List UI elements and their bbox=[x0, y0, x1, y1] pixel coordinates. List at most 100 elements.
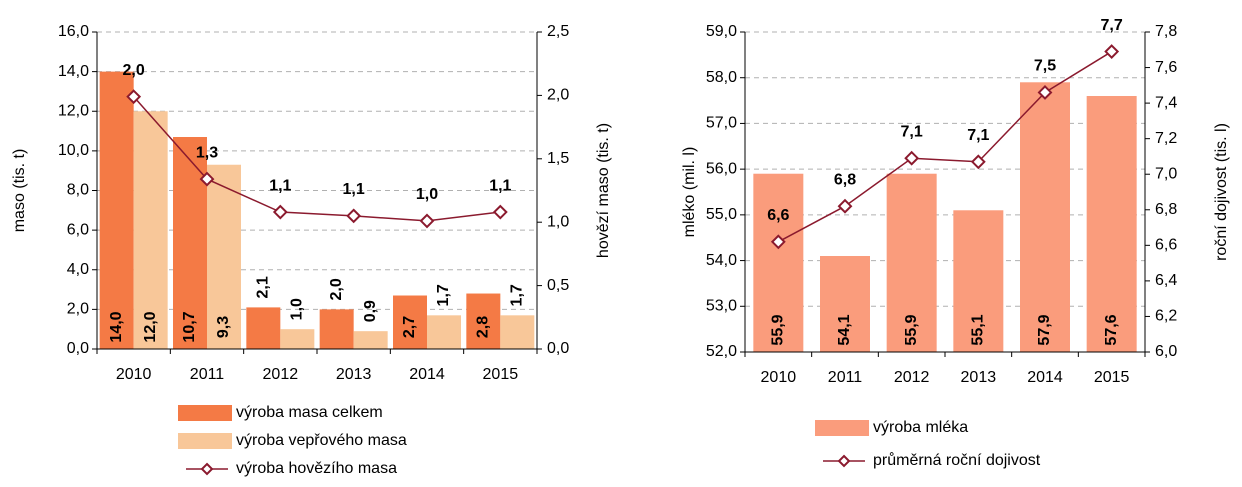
bar bbox=[99, 71, 134, 349]
bar bbox=[393, 295, 427, 349]
bar bbox=[886, 173, 937, 352]
bar-value-label: 12,0 bbox=[142, 311, 159, 342]
legend-swatch bbox=[178, 405, 232, 421]
bar-value-label: 0,9 bbox=[362, 300, 379, 322]
line-point bbox=[492, 204, 508, 220]
legend-label: výroba hovězího masa bbox=[236, 460, 397, 477]
line-point bbox=[770, 234, 786, 250]
bar bbox=[753, 173, 804, 352]
bar bbox=[133, 111, 168, 349]
line-value-label: 1,1 bbox=[269, 177, 291, 194]
bar bbox=[280, 329, 315, 349]
y2-tick-label: 2,0 bbox=[547, 87, 569, 104]
line-point bbox=[837, 198, 853, 214]
x-tick-label: 2015 bbox=[483, 366, 519, 383]
bar-value-label: 55,9 bbox=[770, 314, 787, 345]
line-point bbox=[904, 150, 920, 166]
x-tick-label: 2011 bbox=[190, 366, 225, 383]
y-tick-label: 10,0 bbox=[58, 142, 89, 159]
y-tick-label: 8,0 bbox=[67, 182, 89, 199]
bar-value-label: 2,7 bbox=[401, 316, 418, 338]
bar-value-label: 14,0 bbox=[108, 311, 125, 342]
legend-swatch bbox=[815, 420, 869, 436]
line-point bbox=[126, 89, 142, 105]
y2-tick-label: 7,2 bbox=[1155, 130, 1177, 147]
legend-label: průměrná roční dojivost bbox=[873, 451, 1041, 469]
line-value-label: 7,1 bbox=[967, 127, 989, 144]
y-tick-label: 58,0 bbox=[706, 69, 737, 86]
y-tick-label: 12,0 bbox=[58, 102, 89, 119]
bar-value-label: 57,9 bbox=[1036, 314, 1053, 345]
y2-axis-label: hovězí maso (tis. t) bbox=[595, 123, 612, 258]
line-value-label: 6,6 bbox=[767, 207, 789, 224]
line-value-label: 1,3 bbox=[196, 144, 218, 161]
bar bbox=[319, 309, 354, 349]
y-tick-label: 4,0 bbox=[67, 261, 89, 278]
line-value-label: 7,5 bbox=[1034, 58, 1056, 75]
bar-value-label: 2,0 bbox=[328, 278, 345, 300]
bar-value-label: 57,6 bbox=[1103, 314, 1120, 345]
bar bbox=[1020, 82, 1070, 353]
y2-tick-label: 0,0 bbox=[547, 340, 569, 357]
y2-tick-label: 2,5 bbox=[547, 23, 569, 40]
x-tick-label: 2015 bbox=[1094, 369, 1130, 386]
line-value-label: 7,7 bbox=[1101, 17, 1123, 34]
bar-value-label: 1,7 bbox=[435, 284, 452, 306]
line-point bbox=[272, 204, 288, 220]
y-tick-label: 59,0 bbox=[706, 23, 737, 40]
y2-tick-label: 6,0 bbox=[1155, 343, 1177, 360]
x-tick-label: 2014 bbox=[409, 366, 445, 383]
bar bbox=[1086, 96, 1137, 352]
y2-tick-label: 1,0 bbox=[547, 213, 569, 230]
bar bbox=[466, 293, 501, 349]
bar bbox=[207, 164, 241, 349]
legend-label: výroba mléka bbox=[873, 419, 968, 436]
y2-tick-label: 7,8 bbox=[1155, 23, 1177, 40]
bar bbox=[427, 315, 461, 349]
x-tick-label: 2013 bbox=[961, 369, 997, 386]
y-tick-label: 53,0 bbox=[706, 298, 737, 315]
line-value-label: 7,1 bbox=[901, 123, 923, 140]
y2-tick-label: 0,5 bbox=[547, 277, 569, 294]
legend-marker bbox=[837, 454, 851, 468]
y2-axis-label: roční dojivost (tis. l) bbox=[1213, 123, 1230, 261]
y-tick-label: 54,0 bbox=[706, 252, 737, 269]
y-tick-label: 16,0 bbox=[58, 23, 89, 40]
bar-value-label: 55,9 bbox=[903, 314, 920, 345]
x-tick-label: 2014 bbox=[1027, 369, 1063, 386]
bar bbox=[953, 210, 1004, 352]
line bbox=[133, 96, 501, 222]
line-value-label: 1,1 bbox=[343, 181, 365, 198]
y2-tick-label: 6,8 bbox=[1155, 201, 1177, 218]
bar-value-label: 55,1 bbox=[970, 314, 987, 345]
y2-tick-label: 6,2 bbox=[1155, 308, 1177, 325]
y-tick-label: 55,0 bbox=[706, 206, 737, 223]
line-value-label: 2,0 bbox=[123, 62, 145, 79]
bar bbox=[500, 315, 535, 349]
y2-tick-label: 7,6 bbox=[1155, 59, 1177, 76]
y-axis-label: mléko (mil. l) bbox=[681, 147, 698, 238]
y-tick-label: 0,0 bbox=[67, 340, 89, 357]
bar-value-label: 10,7 bbox=[181, 311, 198, 342]
legend-swatch bbox=[178, 433, 232, 449]
y-tick-label: 57,0 bbox=[706, 115, 737, 132]
bar bbox=[353, 331, 388, 349]
x-tick-label: 2013 bbox=[336, 366, 372, 383]
y-tick-label: 14,0 bbox=[58, 63, 89, 80]
line-value-label: 6,8 bbox=[834, 171, 856, 188]
bar-value-label: 9,3 bbox=[215, 316, 232, 338]
line-value-label: 1,1 bbox=[489, 177, 511, 194]
legend-marker bbox=[200, 462, 214, 476]
bar bbox=[246, 307, 281, 349]
line-point bbox=[1104, 44, 1120, 59]
bar-value-label: 2,1 bbox=[255, 276, 272, 298]
line-point bbox=[1037, 85, 1053, 100]
y-tick-label: 6,0 bbox=[67, 221, 89, 238]
line bbox=[777, 50, 1113, 243]
y-axis-label: maso (tis. t) bbox=[11, 149, 28, 233]
x-tick-label: 2010 bbox=[116, 366, 152, 383]
x-tick-label: 2012 bbox=[263, 366, 299, 383]
y2-tick-label: 7,0 bbox=[1155, 165, 1177, 182]
legend-label: výroba masa celkem bbox=[236, 404, 383, 421]
